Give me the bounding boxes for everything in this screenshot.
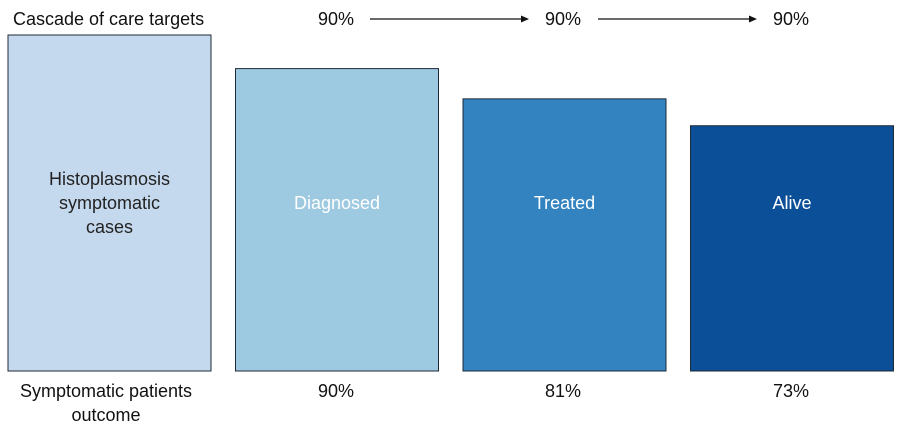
- outcome-1: 90%: [318, 381, 354, 401]
- outcome-2: 81%: [545, 381, 581, 401]
- bottom-row-label-line-1: Symptomatic patients: [20, 381, 192, 401]
- target-2: 90%: [545, 9, 581, 29]
- bar-label-1-line-3: cases: [86, 217, 133, 237]
- bar-3: [462, 98, 667, 372]
- bars-group: Histoplasmosis symptomatic cases Diagnosed T…: [7, 34, 894, 372]
- target-arrow-1: [370, 15, 529, 23]
- bar-label-3-line-1: Treated: [534, 193, 595, 213]
- target-3: 90%: [773, 9, 809, 29]
- bottom-row-label-line-2: outcome: [71, 405, 140, 425]
- bar-label-2-line-1: Diagnosed: [294, 193, 380, 213]
- bar-2: [235, 68, 439, 372]
- outcome-3: 73%: [773, 381, 809, 401]
- bar-label-1-line-2: symptomatic: [59, 193, 160, 213]
- bar-label-1-line-1: Histoplasmosis: [49, 169, 170, 189]
- target-arrow-2: [598, 15, 757, 23]
- bar-label-4-line-1: Alive: [772, 193, 811, 213]
- top-row-label: Cascade of care targets: [13, 9, 204, 29]
- bar-1: [7, 34, 212, 372]
- bar-4: [690, 125, 894, 372]
- target-1: 90%: [318, 9, 354, 29]
